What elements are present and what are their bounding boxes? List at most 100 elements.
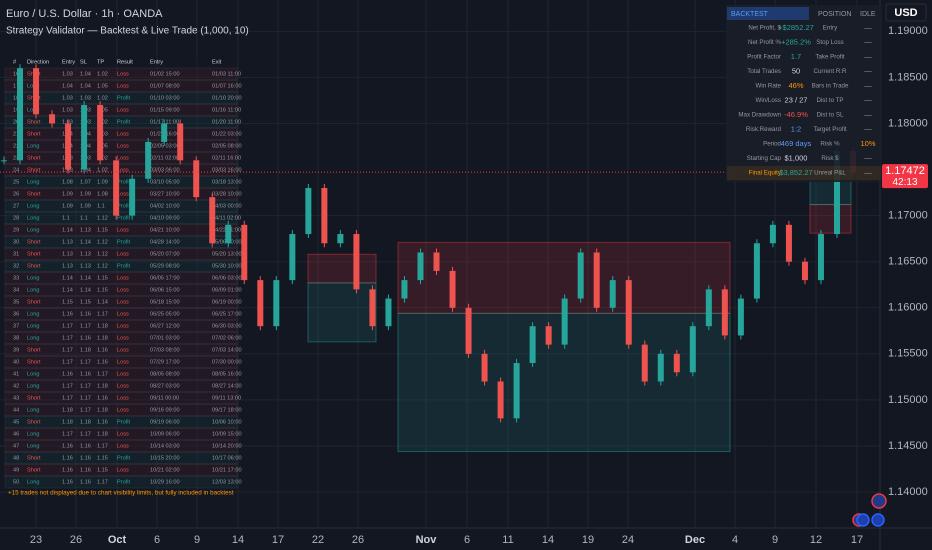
table-cell: 1.16	[62, 479, 73, 485]
table-cell: 09/17 18:00	[212, 407, 242, 413]
table-cell: Short	[27, 167, 41, 173]
position-value: —	[864, 66, 872, 75]
table-row-bg	[4, 259, 238, 273]
stat-value: $1,000	[785, 153, 808, 162]
candle	[801, 261, 808, 281]
table-cell: 1.03	[62, 107, 73, 113]
stat-label: Max Drawdown	[738, 112, 781, 119]
table-cell: 06/30 03:00	[212, 323, 242, 329]
table-cell: 1.18	[80, 347, 91, 353]
table-cell: 02/11 16:00	[212, 155, 241, 161]
table-cell: 04/21 10:00	[150, 227, 180, 233]
table-cell: Loss	[117, 467, 129, 473]
position-value: —	[864, 168, 872, 177]
panel-tab[interactable]: POSITION	[818, 11, 851, 18]
table-cell: 32	[13, 263, 19, 269]
table-cell: 34	[13, 287, 19, 293]
table-cell: 10/29 16:00	[150, 479, 180, 485]
table-cell: Loss	[117, 227, 129, 233]
table-cell: 01/10 20:00	[212, 95, 242, 101]
table-row-bg	[4, 271, 238, 285]
candle	[177, 123, 184, 161]
trade-table: # Direction Entry SL TP Result Entry Exit 16 Shor…	[4, 56, 242, 497]
table-cell: 1.12	[97, 215, 108, 221]
stat-value: 1:2	[791, 124, 801, 133]
candle	[385, 298, 392, 327]
candle	[97, 105, 104, 161]
table-cell: 04/02 10:00	[150, 203, 180, 209]
strategy-title: Strategy Validator — Backtest & Live Tra…	[6, 26, 249, 37]
flag-icons	[852, 493, 887, 527]
table-cell: 43	[13, 395, 19, 401]
table-cell: 06/25 05:00	[150, 311, 180, 317]
y-tick-label: 1.19000	[888, 25, 928, 37]
candle	[353, 234, 360, 290]
table-cell: 1.16	[80, 311, 91, 317]
table-cell: Loss	[117, 299, 129, 305]
candle	[817, 234, 824, 281]
table-cell: 45	[13, 419, 19, 425]
stat-label: Net Profit %	[748, 39, 782, 46]
table-header: TP	[97, 59, 104, 65]
table-cell: Short	[27, 419, 41, 425]
stat-label: Win Rate	[756, 83, 782, 90]
x-tick-label: 4	[732, 534, 738, 546]
table-cell: 08/27 03:00	[150, 383, 180, 389]
table-header: Entry	[150, 59, 163, 65]
stat-value: -46.9%	[784, 110, 808, 119]
table-row-bg	[4, 451, 238, 465]
table-cell: 1.18	[62, 407, 73, 413]
table-row-bg	[4, 211, 238, 225]
candle	[833, 151, 840, 235]
candle	[465, 307, 472, 354]
table-cell: 07/03 14:00	[212, 347, 242, 353]
table-cell: Long	[27, 227, 39, 233]
table-cell: 10/17 06:00	[212, 455, 242, 461]
table-cell: 27	[13, 203, 19, 209]
table-cell: 06/18 15:00	[150, 299, 180, 305]
x-tick-label: 9	[194, 534, 200, 546]
table-cell: 06/06 03:00	[212, 275, 242, 281]
table-cell: Long	[27, 335, 39, 341]
candle	[689, 326, 696, 373]
table-cell: 02/05 03:00	[150, 143, 180, 149]
table-cell: 10/21 02:00	[150, 467, 180, 473]
position-label: Entry	[823, 25, 838, 32]
flag-icon[interactable]	[856, 513, 870, 527]
position-label: Stop Loss	[816, 39, 844, 46]
currency-box[interactable]	[885, 3, 927, 22]
table-cell: 1.14	[80, 239, 91, 245]
table-cell: 07/03 08:00	[150, 347, 180, 353]
table-cell: 41	[13, 371, 19, 377]
candle	[33, 68, 40, 115]
candle	[401, 280, 408, 299]
candle	[513, 363, 520, 419]
table-cell: 09/19 06:00	[150, 419, 180, 425]
flag-icon[interactable]	[871, 513, 885, 527]
candle	[625, 280, 632, 345]
panel-tab[interactable]: BACKTEST	[731, 11, 769, 18]
stat-value: $3,852.27	[779, 168, 812, 177]
table-cell: 1.13	[62, 239, 73, 245]
table-header: Result	[117, 59, 133, 65]
position-label: Take Profit	[815, 54, 845, 61]
flag-icon[interactable]	[871, 493, 887, 509]
stat-label: Total Trades	[747, 68, 781, 75]
table-row-bg	[4, 247, 238, 261]
x-tick-label: 22	[312, 534, 324, 546]
table-cell: Loss	[117, 251, 129, 257]
table-cell: Loss	[117, 347, 129, 353]
position-label: Dist to SL	[817, 112, 844, 119]
table-cell: 40	[13, 359, 19, 365]
table-cell: Loss	[117, 155, 129, 161]
table-cell: 1.13	[80, 251, 91, 257]
table-cell: 1.16	[97, 419, 108, 425]
x-tick-label: 6	[154, 534, 160, 546]
table-row-bg	[4, 79, 238, 93]
table-cell: 21	[13, 131, 19, 137]
table-cell: 10/06 10:00	[212, 419, 242, 425]
table-cell: Loss	[117, 275, 129, 281]
panel-tab[interactable]: IDLE	[860, 11, 876, 18]
table-cell: 1.05	[97, 83, 108, 89]
table-header: Exit	[212, 59, 222, 65]
